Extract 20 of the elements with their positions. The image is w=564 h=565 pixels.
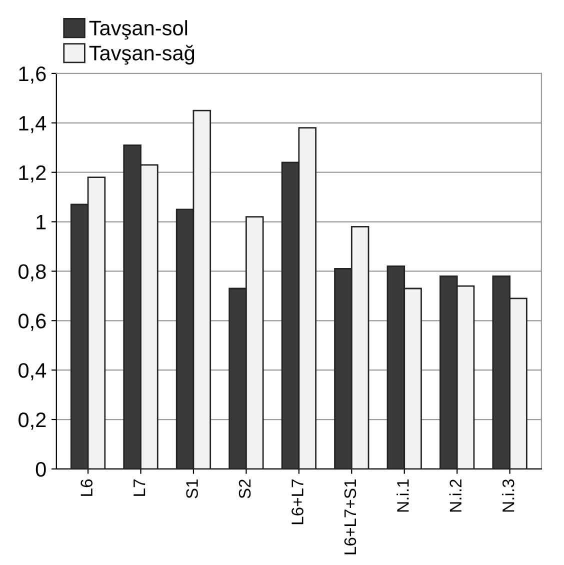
y-tick-label: 0,4 <box>18 363 46 380</box>
y-tick-label: 0,2 <box>18 412 46 430</box>
x-tick-label: L6+L7 <box>292 480 304 524</box>
y-tick-label: 0,8 <box>18 264 46 282</box>
x-tick-label: N.i.2 <box>449 480 462 512</box>
y-tick-label: 1,2 <box>19 165 46 183</box>
x-tick-label: L7 <box>134 480 146 496</box>
x-tick-label: L6 <box>80 479 93 496</box>
x-tick-label: S1 <box>186 479 198 498</box>
x-tick-label: L6+L7+S1 <box>344 479 356 554</box>
y-tick-label: 1,6 <box>19 66 46 84</box>
y-tick-label: 1,4 <box>19 116 46 134</box>
x-tick-label: N.i.1 <box>396 479 409 512</box>
legend-label: Tavşan-sağ <box>89 44 194 65</box>
x-tick-label: S2 <box>238 480 251 498</box>
legend-label: Tavşan-sol <box>89 20 188 40</box>
x-tick-label: N.i.3 <box>502 479 514 512</box>
y-tick-label: 0,6 <box>18 314 46 331</box>
y-tick-label: 1 <box>36 214 46 230</box>
y-tick-label: 0 <box>36 462 46 477</box>
